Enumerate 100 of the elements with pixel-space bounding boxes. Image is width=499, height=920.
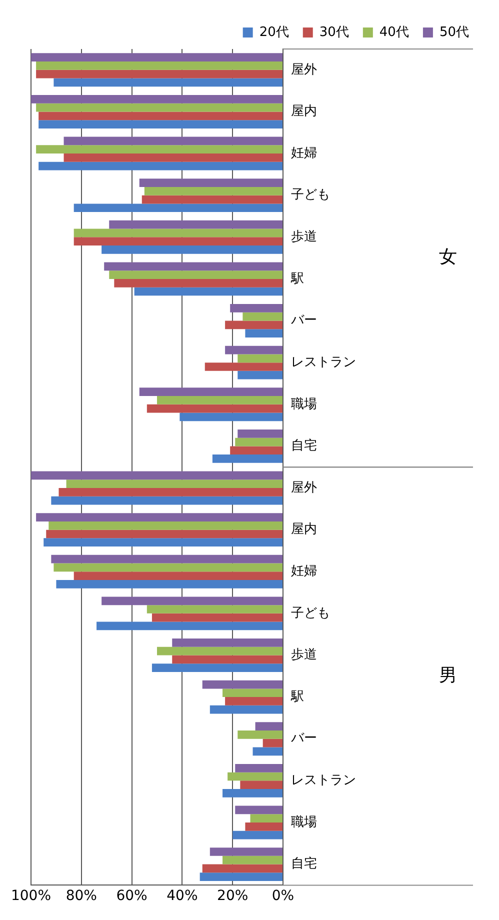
y-tick-label: 駅: [290, 271, 304, 286]
bar: [36, 70, 282, 78]
bar: [222, 789, 282, 798]
bar: [202, 864, 282, 873]
bar: [54, 78, 282, 87]
bar: [242, 312, 282, 321]
bar: [204, 362, 282, 371]
x-tick-label: 0%: [272, 888, 294, 904]
y-tick-label: 屋内: [291, 522, 317, 538]
bar: [44, 538, 282, 547]
text: 男: [439, 664, 457, 686]
bar: [245, 822, 282, 831]
y-tick-label: 自宅: [291, 856, 317, 872]
y-tick-label: 妊婦: [291, 564, 317, 579]
bar: [36, 145, 282, 154]
legend-label: 20代: [259, 24, 289, 40]
bar: [58, 488, 282, 496]
bar: [56, 580, 282, 588]
bar: [210, 705, 282, 714]
bar: [38, 162, 282, 170]
bar: [74, 204, 282, 212]
bar: [238, 730, 282, 739]
x-tick-label: 60%: [116, 888, 148, 904]
bar: [74, 228, 282, 238]
bar: [36, 513, 282, 522]
legend-label: 50代: [439, 24, 470, 40]
y-tick-label: 妊婦: [291, 146, 317, 161]
x-tick-label: 100%: [10, 888, 52, 904]
bar: [200, 872, 282, 882]
bar: [157, 646, 282, 656]
bar: [180, 412, 282, 422]
bar: [96, 622, 282, 630]
bar: [74, 572, 282, 580]
y-tick-label: 屋内: [291, 104, 317, 120]
legend-label: 30代: [319, 24, 349, 40]
bar: [104, 262, 282, 271]
bar: [255, 722, 282, 731]
bar: [38, 112, 282, 120]
bar: [222, 856, 282, 864]
y-tick-label: バー: [290, 313, 317, 328]
bar: [172, 655, 282, 664]
y-tick-label: 職場: [291, 814, 317, 830]
bar: [139, 388, 282, 396]
bar: [102, 596, 282, 606]
bar: [210, 848, 282, 856]
bar: [238, 429, 282, 438]
bar: [38, 120, 282, 128]
bar: [230, 304, 282, 312]
bar: [51, 554, 282, 564]
y-tick-label: 歩道: [291, 230, 317, 245]
bar: [51, 496, 282, 505]
bar: [225, 346, 282, 354]
bar: [142, 195, 282, 204]
bar: [146, 605, 282, 614]
bar: [54, 563, 282, 572]
y-tick-label: 子ども: [291, 606, 330, 621]
y-tick-label: レストラン: [291, 773, 356, 788]
bar: [146, 404, 282, 413]
bar: [152, 664, 282, 672]
x-tick-label: 40%: [166, 888, 198, 904]
bar: [228, 772, 282, 781]
bar: [102, 246, 282, 254]
bar: [64, 136, 282, 146]
bar: [64, 154, 282, 162]
bar: [152, 613, 282, 622]
bar: [31, 53, 282, 62]
bar: [109, 220, 282, 229]
y-tick-label: 駅: [290, 689, 304, 704]
bar: [245, 329, 282, 338]
bar: [48, 521, 282, 530]
bar: [232, 830, 282, 840]
bar: [235, 806, 282, 814]
bar: [250, 814, 282, 822]
x-tick-label: 20%: [217, 888, 248, 904]
y-tick-label: バー: [290, 731, 317, 746]
bar: [31, 471, 282, 480]
bar: [235, 438, 282, 446]
bar: [66, 480, 282, 488]
y-tick-label: レストラン: [291, 354, 356, 370]
y-tick-label: 職場: [291, 396, 317, 412]
bar: [238, 354, 282, 363]
bar: [212, 454, 282, 463]
bar: [114, 278, 282, 288]
bar: [238, 370, 282, 380]
bar: [74, 237, 282, 246]
y-tick-label: 屋外: [291, 480, 317, 496]
bar: [157, 396, 282, 404]
bar: [134, 287, 282, 296]
bar: [225, 697, 282, 706]
bar: [36, 103, 282, 112]
bar: [230, 446, 282, 455]
bar: [252, 747, 282, 756]
y-tick-label: 歩道: [291, 648, 317, 663]
legend-label: 40代: [379, 24, 409, 40]
bar: [202, 680, 282, 689]
y-tick-label: 屋外: [291, 62, 317, 78]
y-tick-label: 自宅: [291, 438, 317, 454]
bar: [240, 780, 282, 790]
bar: [172, 638, 282, 647]
bar: [46, 530, 282, 538]
